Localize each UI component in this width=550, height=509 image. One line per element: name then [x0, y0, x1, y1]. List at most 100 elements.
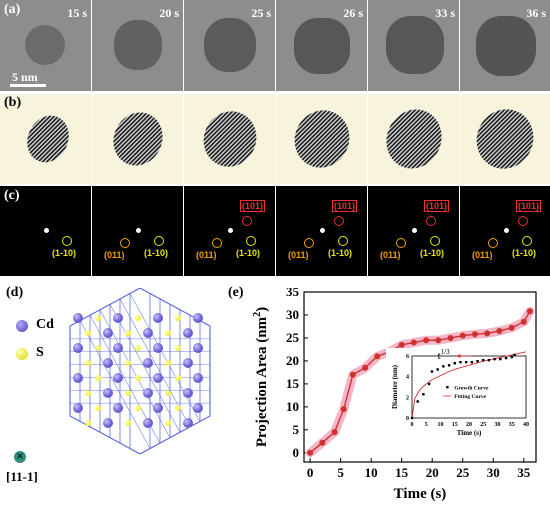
panel-label-b: (b) — [4, 95, 22, 110]
cd-atom — [103, 418, 113, 428]
panel-label-e: (e) — [228, 285, 244, 300]
fft-spot-marker — [246, 236, 256, 246]
s-atom — [125, 330, 131, 336]
plot-frame — [303, 291, 537, 463]
area-data-point — [340, 406, 347, 413]
y-tick-label: 30 — [286, 307, 299, 322]
fft-spot-marker — [430, 236, 440, 246]
inset-legend-label: Fitting Curve — [454, 394, 486, 400]
fft-center-spot — [412, 228, 417, 233]
fft-spot-marker — [62, 236, 72, 246]
crystal-structure — [69, 288, 211, 455]
cd-legend-label: Cd — [36, 317, 54, 332]
x-tick-label: 35 — [517, 465, 531, 480]
y-axis-label-sup: 2 — [252, 312, 263, 317]
fft-label-red: (101) — [240, 200, 266, 212]
sim-particle — [27, 115, 69, 163]
inset-growth-point — [482, 358, 485, 362]
fft-center-spot — [228, 228, 233, 233]
area-data-point — [331, 429, 338, 436]
s-atom — [175, 405, 181, 411]
fft-spot-marker — [522, 236, 532, 246]
s-atom — [135, 345, 141, 351]
fft-spot-marker — [242, 216, 252, 226]
y-axis-label-tail: ) — [254, 307, 270, 312]
cd-atom — [73, 313, 83, 323]
fft-tile-1: (1-10) — [0, 186, 91, 276]
inset-x-tick-label: 15 — [452, 422, 458, 428]
cd-atom — [153, 373, 163, 383]
y-tick-label: 20 — [286, 353, 299, 368]
cd-atom — [183, 388, 193, 398]
nanoparticle-shape — [386, 16, 444, 74]
cd-atom — [103, 388, 113, 398]
fft-center-spot — [320, 228, 325, 233]
s-atom-icon — [16, 348, 28, 360]
cd-atom — [183, 328, 193, 338]
inset-x-axis-label: Time (s) — [457, 429, 482, 437]
cd-atom — [153, 343, 163, 353]
inset-x-tick-label: 35 — [509, 422, 515, 428]
area-data-point — [398, 341, 405, 348]
lattice-outline — [69, 288, 211, 455]
x-tick-label: 30 — [487, 465, 500, 480]
fft-spot-marker — [518, 216, 528, 226]
area-data-point — [374, 353, 381, 360]
fft-label-orange: (011) — [380, 250, 401, 260]
fft-center-spot — [136, 228, 141, 233]
tem-timestamp: 20 s — [159, 6, 179, 20]
inset-arrow-head — [456, 354, 461, 358]
cd-atom — [193, 313, 203, 323]
scale-bar — [10, 84, 46, 87]
inset-growth-point — [442, 365, 445, 368]
area-data-point — [508, 324, 515, 331]
fft-tile-2: (1-10) (011) — [92, 186, 183, 276]
y-axis-label: Projection Area (nm2) — [252, 307, 270, 447]
cd-atom — [103, 328, 113, 338]
area-data-point — [496, 328, 503, 335]
tem-frame-3: 25 s — [184, 0, 275, 91]
nanoparticle-shape — [204, 18, 256, 72]
s-atom — [85, 420, 91, 426]
s-atom — [125, 390, 131, 396]
cd-atom — [143, 388, 153, 398]
x-tick-label: 25 — [456, 465, 470, 480]
area-data-point — [423, 337, 430, 344]
x-tick-label: 15 — [395, 465, 409, 480]
inset-growth-point — [436, 368, 439, 371]
inset-annotation-base: t — [438, 350, 441, 362]
area-data-point — [520, 318, 527, 325]
zone-axis-label: [11-1] — [6, 469, 38, 484]
tem-frame-2: 20 s — [92, 0, 183, 91]
fft-tile-4: (1-10) (011) (101) — [276, 186, 367, 276]
fft-label-yellow: (1-10) — [420, 248, 445, 258]
cd-atom — [193, 343, 203, 353]
y-tick-label: 15 — [286, 376, 300, 391]
s-atom — [85, 330, 91, 336]
fft-label-red: (101) — [424, 200, 450, 212]
cd-atom — [113, 403, 123, 413]
simulation-row — [0, 94, 550, 184]
lattice-line — [79, 320, 151, 449]
area-data-point — [349, 371, 356, 378]
fft-label-yellow: (1-10) — [144, 248, 169, 258]
s-atom — [125, 420, 131, 426]
inset-y-tick-label: 6 — [406, 354, 409, 360]
panel-label-d: (d) — [6, 285, 24, 300]
sim-particle — [113, 112, 163, 166]
fft-spot-marker — [212, 238, 222, 248]
cd-atom — [193, 373, 203, 383]
inset-y-tick-label: 4 — [406, 375, 409, 381]
inset-growth-point — [470, 361, 474, 364]
inset-growth-point — [416, 400, 419, 403]
inset-growth-point — [499, 357, 502, 361]
inset-growth-point — [476, 359, 479, 363]
fft-tile-6: (1-10) (011) (101) — [460, 186, 550, 276]
cd-atom — [193, 403, 203, 413]
tem-frame-6: 36 s — [460, 0, 550, 91]
s-legend-label: S — [36, 345, 44, 360]
s-atom — [95, 345, 101, 351]
x-axis-label: Time (s) — [394, 486, 447, 502]
fft-label-yellow: (1-10) — [512, 248, 537, 258]
inset-background — [386, 348, 534, 446]
